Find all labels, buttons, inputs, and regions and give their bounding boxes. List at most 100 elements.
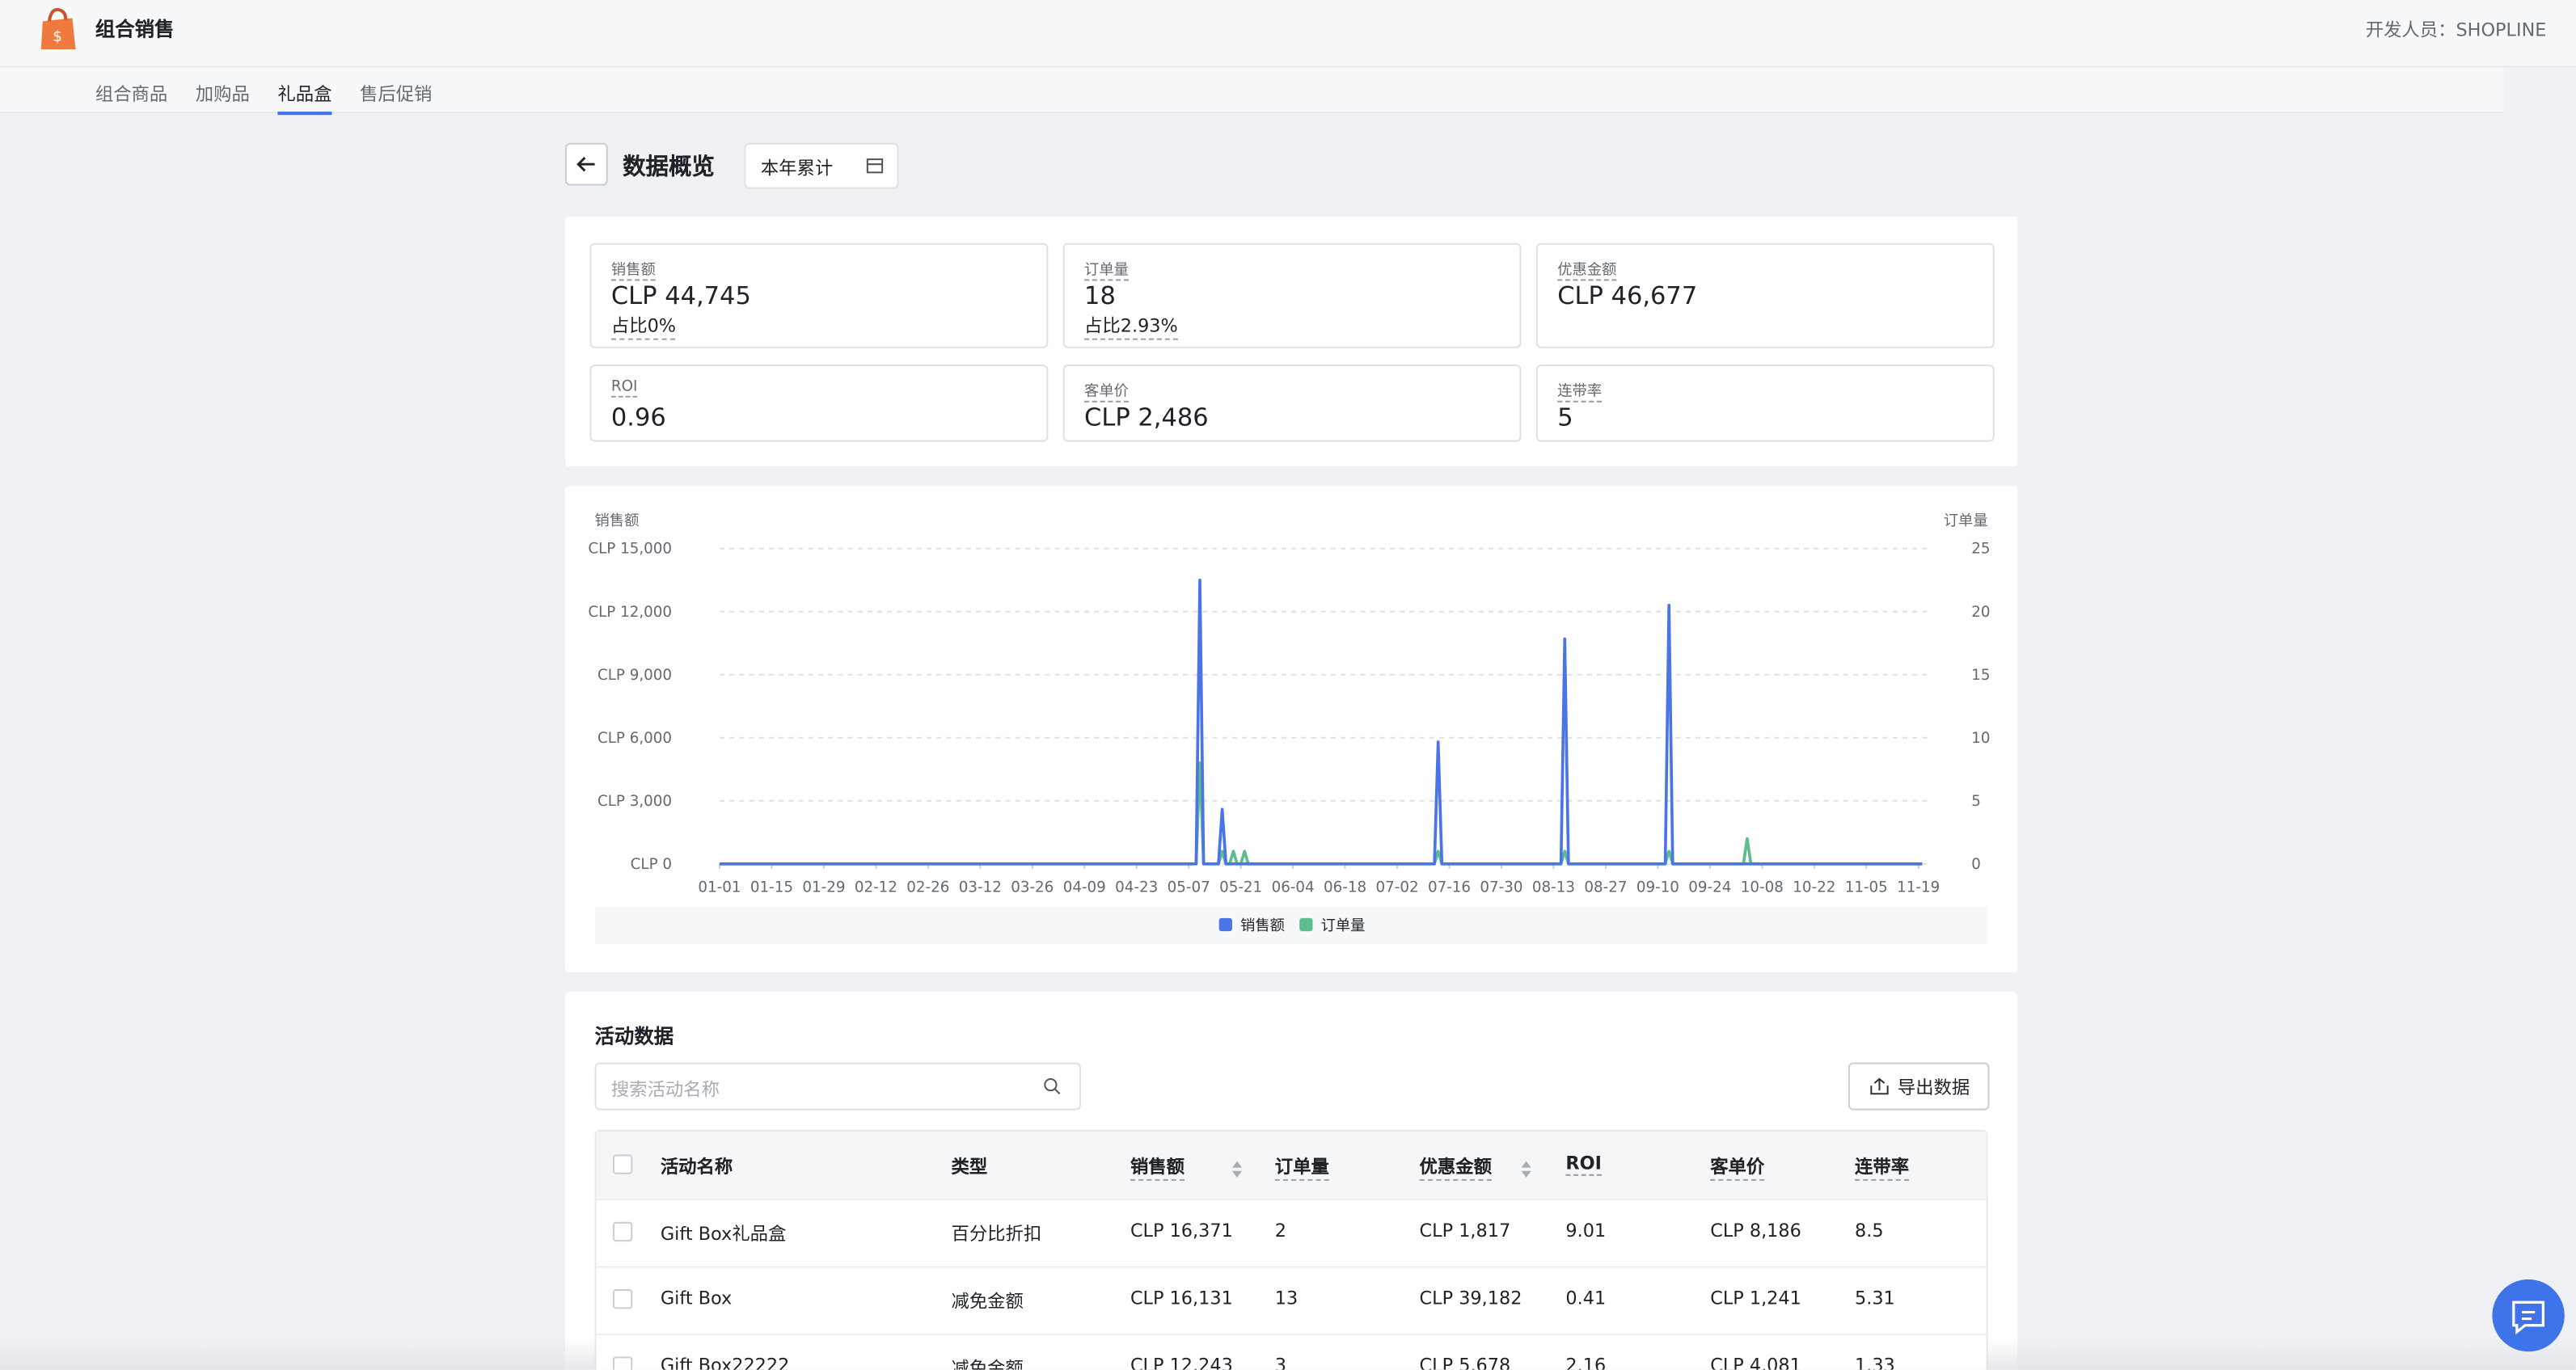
tab[interactable]: 加购品 bbox=[195, 83, 250, 106]
cell: 减免金额 bbox=[951, 1291, 1024, 1313]
x-tick-label: 06-04 bbox=[1272, 879, 1315, 896]
column-header: 订单量 bbox=[1274, 1153, 1329, 1181]
tab[interactable]: 组合商品 bbox=[95, 83, 168, 106]
x-tick-label: 01-01 bbox=[698, 879, 741, 896]
svg-text:$: $ bbox=[53, 28, 62, 45]
search-box[interactable]: 搜索活动名称 bbox=[594, 1062, 1081, 1111]
cell: CLP 5,678 bbox=[1419, 1355, 1511, 1370]
y-tick-label: CLP 0 bbox=[631, 856, 672, 873]
legend-swatch bbox=[1299, 917, 1313, 932]
x-tick-label: 08-27 bbox=[1584, 879, 1627, 896]
cell: 13 bbox=[1274, 1288, 1299, 1309]
cell: 百分比折扣 bbox=[951, 1223, 1042, 1246]
x-tick-label: 04-09 bbox=[1063, 879, 1106, 896]
metric-value: 18 bbox=[1084, 280, 1116, 311]
table-header bbox=[596, 1131, 1987, 1199]
x-tick-label: 10-22 bbox=[1793, 879, 1835, 896]
y-tick-label: CLP 12,000 bbox=[588, 604, 672, 621]
app-title: 组合销售 bbox=[95, 18, 175, 41]
app-logo: $ bbox=[40, 7, 76, 49]
x-tick-label: 09-24 bbox=[1688, 879, 1731, 896]
metric-label: 销售额 bbox=[610, 258, 656, 281]
chart-card: 销售额 订单量 CLP 0 CLP 3,000 CLP 6,000 CLP 9,000 CL… bbox=[564, 486, 2018, 972]
x-tick-label: 03-12 bbox=[959, 879, 1002, 896]
chat-button[interactable] bbox=[2492, 1279, 2565, 1352]
legend-swatch bbox=[1218, 917, 1232, 932]
y2-axis-title: 订单量 bbox=[1944, 512, 1988, 529]
metric-box: 客单价 CLP 2,486 bbox=[1062, 365, 1522, 442]
cell: CLP 1,241 bbox=[1710, 1288, 1801, 1309]
x-tick-label: 01-29 bbox=[802, 879, 845, 896]
cell: 9.01 bbox=[1565, 1220, 1607, 1242]
checkbox[interactable] bbox=[612, 1289, 633, 1309]
row bbox=[596, 1333, 1987, 1370]
metric-value: CLP 46,677 bbox=[1557, 280, 1698, 311]
cell: 5.31 bbox=[1855, 1288, 1895, 1309]
column-header: 连带率 bbox=[1855, 1153, 1910, 1181]
sort-icon[interactable] bbox=[1521, 1154, 1531, 1178]
x-tick-label: 05-07 bbox=[1168, 879, 1210, 896]
legend-label: 销售额 bbox=[1240, 917, 1285, 934]
metric-box: ROI 0.96 bbox=[589, 365, 1049, 442]
metric-value: CLP 44,745 bbox=[610, 280, 751, 311]
y-tick-label: CLP 3,000 bbox=[598, 793, 672, 810]
x-tick-label: 07-02 bbox=[1376, 879, 1419, 896]
checkbox[interactable] bbox=[612, 1221, 633, 1242]
x-tick-label: 02-26 bbox=[906, 879, 949, 896]
developer: 开发人员：SHOPLINE bbox=[2365, 19, 2547, 41]
cell: CLP 16,371 bbox=[1130, 1220, 1233, 1242]
overview-title: 数据概览 bbox=[623, 154, 715, 181]
table bbox=[594, 1129, 1988, 1370]
y2-tick-label: 20 bbox=[1971, 604, 1990, 621]
metric-label: 订单量 bbox=[1084, 258, 1129, 281]
metric-label: 优惠金额 bbox=[1557, 258, 1617, 281]
y2-tick-label: 25 bbox=[1971, 541, 1990, 558]
activity-title: 活动数据 bbox=[594, 1024, 674, 1048]
checkbox[interactable] bbox=[612, 1154, 633, 1174]
header-bar bbox=[0, 0, 2576, 68]
cell: 2 bbox=[1274, 1220, 1286, 1242]
back-button[interactable] bbox=[564, 142, 608, 186]
metric-note: 占比0% bbox=[610, 312, 677, 340]
column-header: 类型 bbox=[951, 1156, 988, 1178]
x-tick-label: 09-10 bbox=[1636, 879, 1679, 896]
tab[interactable]: 礼品盒 bbox=[277, 81, 332, 116]
metric-box: 优惠金额 CLP 46,677 bbox=[1535, 242, 1995, 348]
column-header: 客单价 bbox=[1710, 1153, 1765, 1181]
cell: CLP 16,131 bbox=[1130, 1288, 1233, 1309]
row bbox=[596, 1199, 1987, 1268]
y-axis-title: 销售额 bbox=[595, 512, 640, 529]
date-range: 本年累计 bbox=[760, 158, 834, 179]
export-button[interactable]: 导出数据 bbox=[1848, 1062, 1990, 1111]
x-tick-label: 05-21 bbox=[1219, 879, 1262, 896]
series-line bbox=[719, 761, 1923, 866]
metric-note: 占比2.93% bbox=[1084, 312, 1178, 340]
tab[interactable]: 售后促销 bbox=[359, 83, 433, 106]
column-header: 活动名称 bbox=[660, 1156, 733, 1178]
metric-value: 5 bbox=[1557, 402, 1573, 432]
column-header: 优惠金额 bbox=[1419, 1153, 1492, 1181]
sort-icon[interactable] bbox=[1231, 1154, 1243, 1178]
x-tick-label: 06-18 bbox=[1324, 879, 1366, 896]
series-line bbox=[719, 578, 1923, 866]
column-header: 销售额 bbox=[1130, 1153, 1185, 1181]
cell: 1.33 bbox=[1855, 1355, 1895, 1370]
metric-box: 销售额 CLP 44,745 占比0% bbox=[589, 242, 1049, 348]
metric-value: 0.96 bbox=[610, 402, 666, 432]
y2-tick-label: 10 bbox=[1971, 730, 1990, 747]
cell: CLP 12,243 bbox=[1130, 1355, 1233, 1370]
metric-box: 连带率 5 bbox=[1535, 365, 1995, 442]
cell: Gift Box礼品盒 bbox=[660, 1223, 787, 1246]
cell: Gift Box22222 bbox=[660, 1355, 790, 1370]
x-tick-label: 03-26 bbox=[1011, 879, 1054, 896]
y-tick-label: CLP 6,000 bbox=[598, 730, 672, 747]
y-tick-label: CLP 15,000 bbox=[588, 541, 672, 558]
cell: Gift Box bbox=[660, 1288, 733, 1309]
date-picker[interactable]: 本年累计 bbox=[744, 142, 899, 189]
metric-value: CLP 2,486 bbox=[1084, 402, 1209, 432]
tab-bar bbox=[0, 67, 2504, 114]
cell: CLP 8,186 bbox=[1710, 1220, 1801, 1242]
checkbox[interactable] bbox=[612, 1356, 633, 1370]
